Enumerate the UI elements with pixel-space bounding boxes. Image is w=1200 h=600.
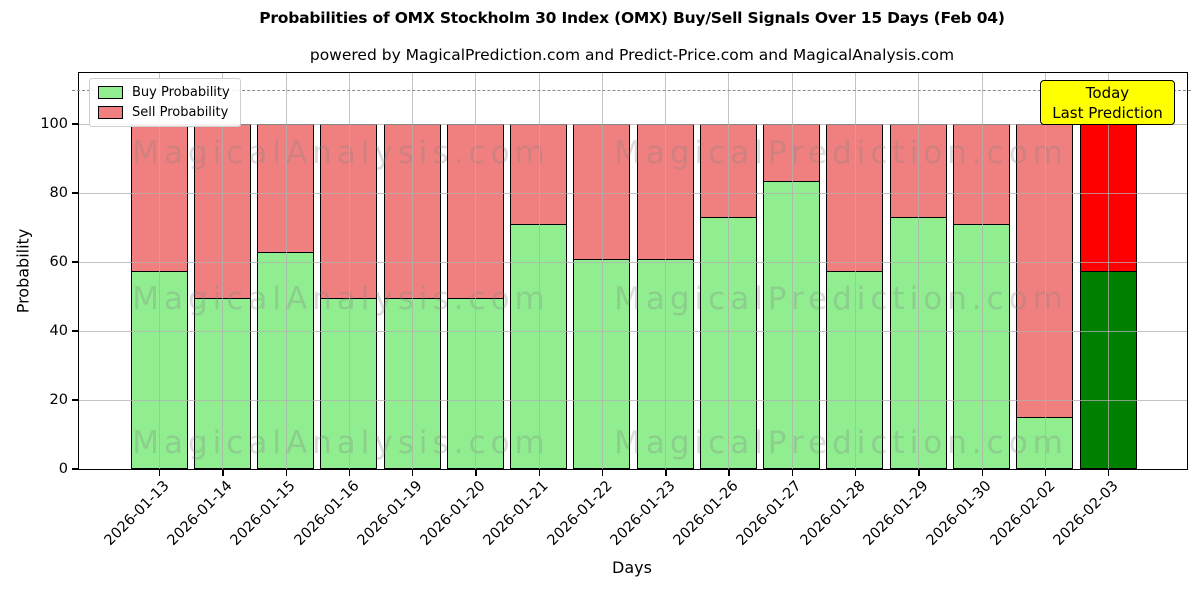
x-axis-tick (159, 469, 161, 476)
x-tick-label: 2026-02-03 (1050, 478, 1122, 549)
x-tick-label: 2026-01-16 (291, 478, 363, 549)
x-axis-tick (981, 469, 983, 476)
y-axis-tick (72, 399, 79, 401)
y-tick-label: 20 (49, 392, 68, 408)
x-axis-tick (665, 469, 667, 476)
gridline-v (348, 73, 350, 469)
chart-title: Probabilities of OMX Stockholm 30 Index … (259, 9, 1005, 27)
y-tick-label: 0 (58, 461, 68, 477)
x-axis-tick (728, 469, 730, 476)
gridline-h (79, 262, 1187, 264)
x-tick-label: 2026-01-23 (607, 478, 679, 549)
x-tick-label: 2026-01-27 (734, 478, 806, 549)
x-axis-tick (1108, 469, 1110, 476)
x-axis-tick (791, 469, 794, 476)
today-annotation-line1: Today (1085, 83, 1130, 102)
x-tick-label: 2026-01-15 (227, 478, 299, 549)
x-tick-label: 2026-01-14 (164, 478, 236, 549)
gridline-v (475, 73, 477, 469)
y-tick-label: 60 (49, 254, 68, 271)
gridline-h (79, 331, 1187, 333)
legend-sell-label: Sell Probability (132, 105, 229, 120)
y-axis-tick (72, 330, 79, 332)
x-tick-label: 2026-01-26 (670, 478, 742, 549)
legend-item-sell: Sell Probability (98, 105, 230, 120)
x-axis-tick (538, 469, 540, 476)
y-axis-tick (72, 468, 79, 470)
x-axis-label: Days (612, 558, 652, 577)
gridline-v (1108, 73, 1110, 469)
gridline-v (1044, 73, 1046, 469)
y-axis-tick (72, 123, 79, 125)
x-tick-label: 2026-01-30 (923, 478, 995, 549)
x-tick-label: 2026-01-13 (101, 478, 173, 549)
x-axis-tick (285, 469, 287, 476)
gridline-v (981, 73, 983, 469)
x-tick-label: 2026-01-29 (860, 478, 932, 549)
x-tick-label: 2026-01-22 (544, 478, 616, 549)
gridline-v (538, 73, 540, 469)
x-axis-tick (1044, 469, 1047, 476)
x-tick-label: 2026-01-28 (797, 478, 869, 549)
chart-subtitle: powered by MagicalPrediction.com and Pre… (309, 46, 955, 64)
gridline-v (791, 73, 793, 469)
x-axis-tick (854, 469, 857, 476)
buy-swatch-icon (98, 86, 123, 99)
x-tick-label: 2026-01-19 (354, 478, 426, 549)
gridline-v (918, 73, 920, 469)
legend-buy-label: Buy Probability (132, 85, 230, 100)
plot-area: Buy Probability Sell Probability Probabi… (14, 72, 1191, 549)
gridline-v (222, 73, 224, 469)
x-axis-tick (412, 469, 414, 476)
gridline-h (79, 124, 1187, 126)
gridline-v (412, 73, 414, 469)
gridline-v (601, 73, 603, 469)
x-tick-label: 2026-01-20 (417, 478, 489, 549)
gridline-h (79, 400, 1187, 401)
x-axis-tick (222, 469, 224, 476)
gridline-v (728, 73, 730, 469)
x-axis-tick (601, 469, 604, 476)
sell-swatch-icon (98, 106, 123, 119)
legend-item-buy: Buy Probability (98, 85, 230, 100)
today-annotation-box: Today Last Prediction (1040, 80, 1175, 125)
x-axis-tick (475, 469, 477, 476)
x-axis-tick (918, 469, 920, 476)
x-tick-label: 2026-02-02 (987, 478, 1059, 549)
y-axis-tick (72, 261, 79, 263)
today-annotation-line2: Last Prediction (1052, 103, 1163, 122)
y-axis-tick (72, 192, 79, 194)
gridline-v (159, 73, 160, 469)
gridline-v (854, 73, 856, 469)
gridline-h (79, 193, 1187, 195)
legend: Buy Probability Sell Probability (89, 78, 241, 127)
x-axis-tick (348, 469, 351, 476)
dashed-threshold-line (72, 89, 1191, 91)
x-tick-label: 2026-01-21 (481, 478, 552, 549)
gridline-v (285, 73, 287, 469)
y-tick-label: 80 (49, 185, 68, 202)
y-tick-label: 100 (40, 116, 68, 133)
gridline-v (665, 73, 667, 469)
y-tick-label: 40 (49, 323, 68, 340)
